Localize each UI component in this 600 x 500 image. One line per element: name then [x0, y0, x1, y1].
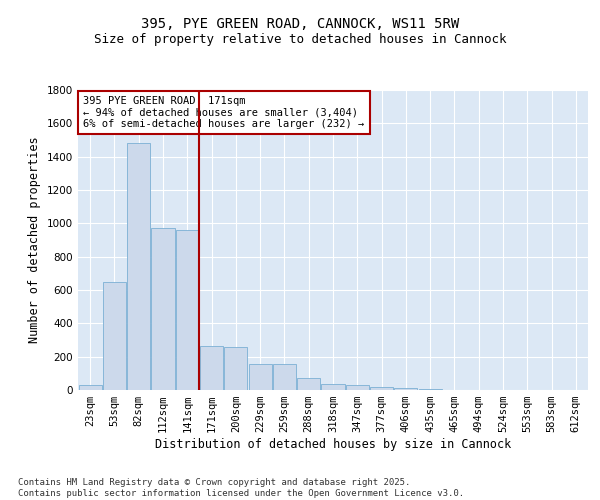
Bar	[200, 346, 223, 390]
Bar	[346, 385, 369, 390]
Bar	[419, 389, 442, 390]
Text: 395 PYE GREEN ROAD: 171sqm
← 94% of detached houses are smaller (3,404)
6% of se: 395 PYE GREEN ROAD: 171sqm ← 94% of deta…	[83, 96, 364, 129]
Text: 395, PYE GREEN ROAD, CANNOCK, WS11 5RW: 395, PYE GREEN ROAD, CANNOCK, WS11 5RW	[141, 18, 459, 32]
Text: Size of property relative to detached houses in Cannock: Size of property relative to detached ho…	[94, 32, 506, 46]
Bar	[103, 282, 126, 390]
X-axis label: Distribution of detached houses by size in Cannock: Distribution of detached houses by size …	[155, 438, 511, 451]
Bar	[273, 364, 296, 390]
Bar	[370, 386, 393, 390]
Bar	[176, 230, 199, 390]
Text: Contains HM Land Registry data © Crown copyright and database right 2025.
Contai: Contains HM Land Registry data © Crown c…	[18, 478, 464, 498]
Bar	[322, 384, 344, 390]
Bar	[79, 385, 101, 390]
Y-axis label: Number of detached properties: Number of detached properties	[28, 136, 41, 344]
Bar	[297, 378, 320, 390]
Bar	[394, 388, 418, 390]
Bar	[127, 144, 150, 390]
Bar	[151, 228, 175, 390]
Bar	[248, 364, 272, 390]
Bar	[224, 346, 247, 390]
